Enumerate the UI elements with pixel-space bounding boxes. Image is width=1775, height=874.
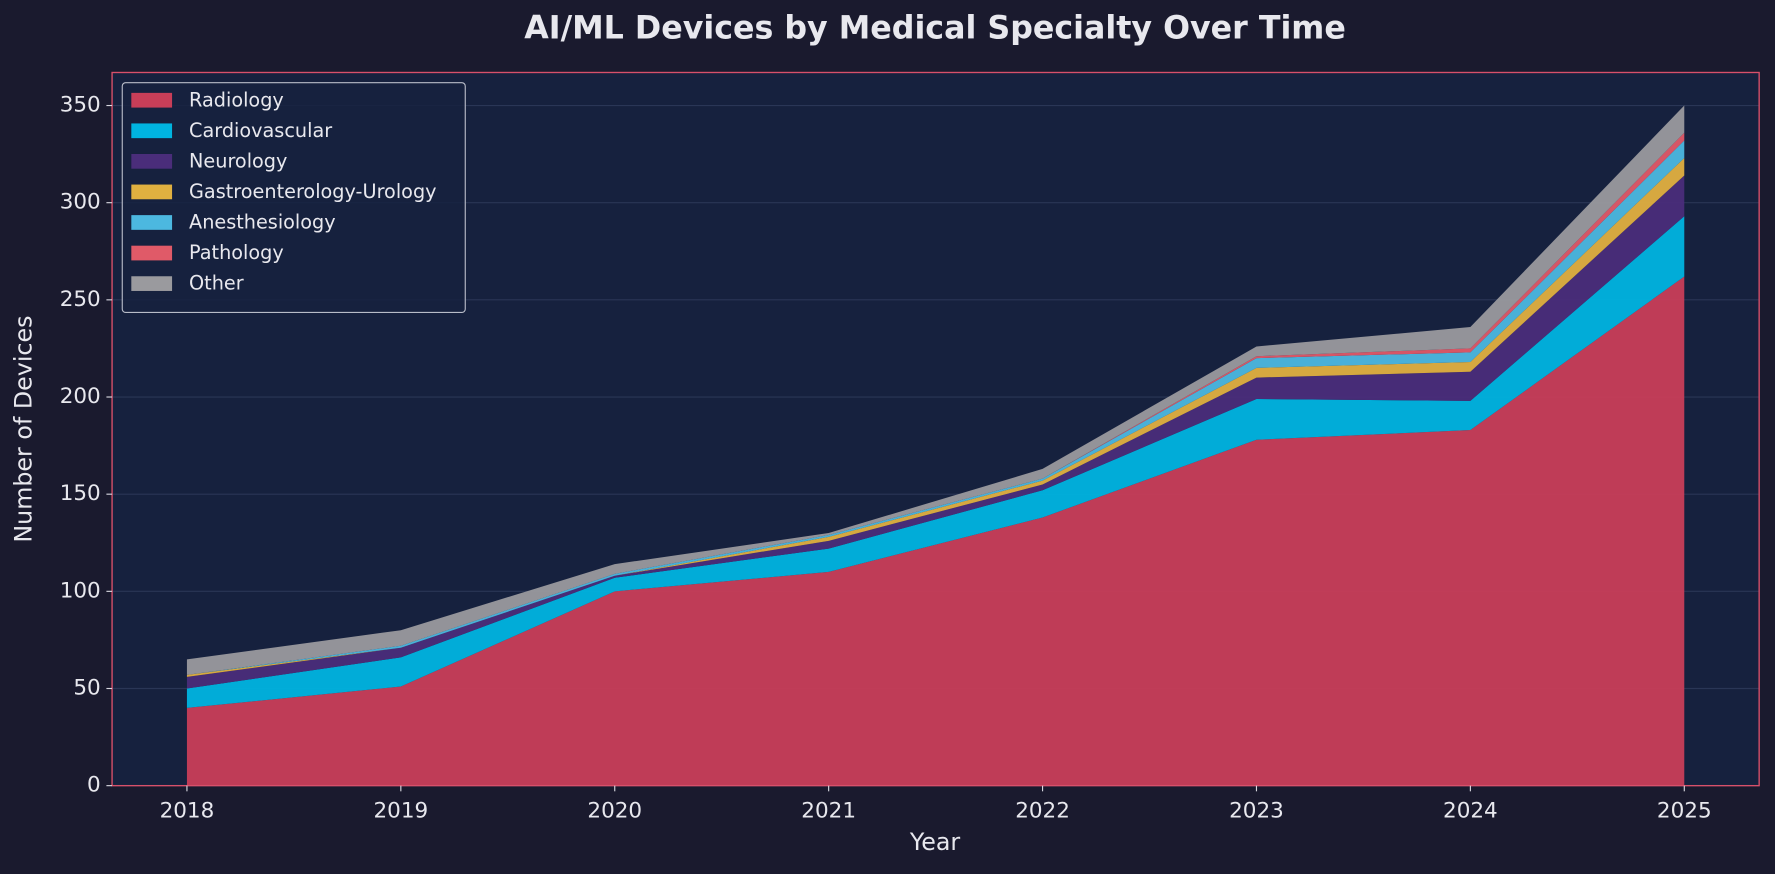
axes: 0 50 100 150 200 250 300 350 2018 2019 2020 2021 202… xyxy=(60,93,1712,824)
legend-label: Radiology xyxy=(189,88,284,111)
x-tick-label: 2020 xyxy=(587,799,642,824)
y-tick-label: 200 xyxy=(60,384,101,409)
legend-swatch xyxy=(131,92,173,108)
y-tick-label: 250 xyxy=(60,287,101,312)
x-tick-label: 2019 xyxy=(373,799,428,824)
legend: Radiology Cardiovascular Neurology Gastroen… xyxy=(121,82,466,314)
legend-swatch xyxy=(131,276,173,291)
plot-border xyxy=(111,71,1760,787)
legend-swatch xyxy=(131,245,173,261)
x-tick-label: 2023 xyxy=(1229,799,1284,824)
y-tick-label: 50 xyxy=(73,675,100,700)
y-tick-label: 350 xyxy=(60,93,101,118)
chart-title: AI/ML Devices by Medical Specialty Over … xyxy=(524,10,1346,46)
x-axis-label: Year xyxy=(909,828,961,856)
y-tick-label: 0 xyxy=(87,773,101,798)
y-tick-label: 150 xyxy=(60,481,101,506)
legend-swatch xyxy=(131,184,173,200)
y-tick-label: 100 xyxy=(60,578,101,603)
areas xyxy=(186,105,1685,786)
x-tick-label: 2021 xyxy=(801,799,856,824)
x-tick-label: 2022 xyxy=(1015,799,1070,824)
y-axis-label: Number of Devices xyxy=(9,315,37,542)
legend-label: Pathology xyxy=(189,241,284,264)
legend-label: Anesthesiology xyxy=(189,211,336,234)
legend-label: Other xyxy=(189,272,244,295)
legend-swatch xyxy=(131,123,173,139)
x-tick-label: 2024 xyxy=(1443,799,1498,824)
legend-label: Gastroenterology-Urology xyxy=(189,180,437,203)
legend-box xyxy=(121,82,466,314)
legend-label: Cardiovascular xyxy=(189,119,332,142)
x-tick-label: 2018 xyxy=(160,799,215,824)
legend-label: Neurology xyxy=(189,149,287,172)
area xyxy=(186,276,1685,786)
y-tick-label: 300 xyxy=(60,190,101,215)
legend-swatch xyxy=(131,215,173,230)
x-tick-label: 2025 xyxy=(1657,799,1712,824)
legend-swatch xyxy=(131,153,173,169)
